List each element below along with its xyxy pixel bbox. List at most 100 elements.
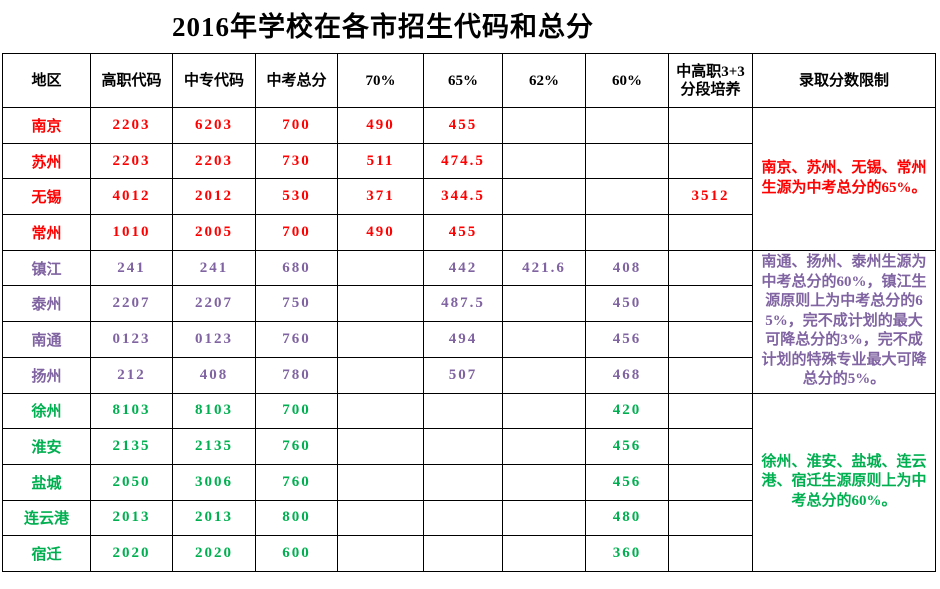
cell-region: 南通 xyxy=(2,321,91,358)
cell-62pct xyxy=(502,178,586,216)
cell-70pct: 490 xyxy=(337,214,424,251)
cell-gaozhi-code: 241 xyxy=(90,249,173,287)
cell-gaozhi-code: 2207 xyxy=(90,285,173,323)
col-header-gaozhi-code: 高职代码 xyxy=(90,53,173,108)
cell-65pct: 507 xyxy=(423,356,503,394)
col-header-62pct: 62% xyxy=(502,53,586,108)
cell-gaozhi-code: 212 xyxy=(90,356,173,394)
cell-62pct: 421.6 xyxy=(502,249,586,287)
cell-62pct xyxy=(502,142,586,180)
cell-exam-total: 700 xyxy=(255,107,338,144)
cell-70pct xyxy=(337,428,424,465)
cell-3plus3 xyxy=(668,214,753,251)
cell-3plus3 xyxy=(668,463,753,501)
cell-60pct: 456 xyxy=(585,428,669,465)
cell-62pct xyxy=(502,392,586,430)
table-row-nantong: 南通 0123 0123 760 494 456 xyxy=(2,321,936,358)
cell-70pct: 511 xyxy=(337,142,424,180)
cell-zhongzhuan-code: 2012 xyxy=(172,178,256,216)
cell-60pct: 408 xyxy=(585,249,669,287)
cell-62pct xyxy=(502,321,586,358)
page-title: 2016年学校在各市招生代码和总分 xyxy=(172,12,594,42)
cell-70pct xyxy=(337,535,424,572)
cell-exam-total: 750 xyxy=(255,285,338,323)
cell-62pct xyxy=(502,107,586,144)
cell-62pct xyxy=(502,428,586,465)
table-row-suqian: 宿迁 2020 2020 600 360 xyxy=(2,535,936,572)
cell-70pct: 371 xyxy=(337,178,424,216)
cell-exam-total: 680 xyxy=(255,249,338,287)
cell-70pct: 490 xyxy=(337,107,424,144)
cell-gaozhi-code: 1010 xyxy=(90,214,173,251)
col-header-3plus3: 中高职3+3分段培养 xyxy=(668,53,753,108)
cell-zhongzhuan-code: 408 xyxy=(172,356,256,394)
cell-3plus3 xyxy=(668,392,753,430)
col-header-zhongzhuan-code: 中专代码 xyxy=(172,53,256,108)
cell-region: 盐城 xyxy=(2,463,91,501)
cell-exam-total: 600 xyxy=(255,535,338,572)
cell-zhongzhuan-code: 6203 xyxy=(172,107,256,144)
cell-65pct: 494 xyxy=(423,321,503,358)
table-row-suzhou: 苏州 2203 2203 730 511 474.5 xyxy=(2,142,936,180)
cell-70pct xyxy=(337,249,424,287)
cell-62pct xyxy=(502,535,586,572)
cell-exam-total: 780 xyxy=(255,356,338,394)
cell-65pct: 474.5 xyxy=(423,142,503,180)
cell-65pct: 455 xyxy=(423,214,503,251)
cell-65pct xyxy=(423,499,503,537)
cell-gaozhi-code: 2203 xyxy=(90,142,173,180)
table-row-nanjing: 南京 2203 6203 700 490 455 南京、苏州、无锡、常州生源为中… xyxy=(2,107,936,251)
table-row-changzhou: 常州 1010 2005 700 490 455 xyxy=(2,214,936,251)
cell-70pct xyxy=(337,499,424,537)
table-row-lianyungang: 连云港 2013 2013 800 480 xyxy=(2,499,936,537)
cell-3plus3 xyxy=(668,428,753,465)
cell-exam-total: 760 xyxy=(255,428,338,465)
cell-3plus3 xyxy=(668,107,753,144)
cell-65pct xyxy=(423,463,503,501)
cell-60pct: 456 xyxy=(585,321,669,358)
cell-zhongzhuan-code: 2207 xyxy=(172,285,256,323)
cell-60pct xyxy=(585,214,669,251)
cell-region: 连云港 xyxy=(2,499,91,537)
cell-3plus3 xyxy=(668,499,753,537)
cell-exam-total: 760 xyxy=(255,321,338,358)
cell-62pct xyxy=(502,499,586,537)
cell-region: 淮安 xyxy=(2,428,91,465)
cell-region: 镇江 xyxy=(2,249,91,287)
cell-70pct xyxy=(337,285,424,323)
cell-60pct: 480 xyxy=(585,499,669,537)
cell-3plus3 xyxy=(668,142,753,180)
cell-gaozhi-code: 2013 xyxy=(90,499,173,537)
cell-60pct: 360 xyxy=(585,535,669,572)
cell-gaozhi-code: 0123 xyxy=(90,321,173,358)
cell-70pct xyxy=(337,463,424,501)
cell-3plus3 xyxy=(668,356,753,394)
cell-3plus3 xyxy=(668,321,753,358)
cell-region: 宿迁 xyxy=(2,535,91,572)
cell-gaozhi-code: 8103 xyxy=(90,392,173,430)
cell-gaozhi-code: 2050 xyxy=(90,463,173,501)
col-header-exam-total: 中考总分 xyxy=(255,53,338,108)
cell-70pct xyxy=(337,392,424,430)
cell-60pct: 420 xyxy=(585,392,669,430)
cell-65pct: 487.5 xyxy=(423,285,503,323)
cell-zhongzhuan-code: 0123 xyxy=(172,321,256,358)
cell-60pct xyxy=(585,107,669,144)
cell-gaozhi-code: 4012 xyxy=(90,178,173,216)
cell-region: 扬州 xyxy=(2,356,91,394)
cell-region: 徐州 xyxy=(2,392,91,430)
cell-region: 泰州 xyxy=(2,285,91,323)
cell-exam-total: 700 xyxy=(255,214,338,251)
table-row-zhenjiang: 镇江 241 241 680 442 421.6 408 南通、扬州、泰州生源为… xyxy=(2,249,936,394)
cell-62pct xyxy=(502,214,586,251)
cell-65pct xyxy=(423,392,503,430)
cell-exam-total: 700 xyxy=(255,392,338,430)
cell-zhongzhuan-code: 241 xyxy=(172,249,256,287)
cell-60pct: 468 xyxy=(585,356,669,394)
note-red-group: 南京、苏州、无锡、常州生源为中考总分的65%。 xyxy=(752,107,936,251)
cell-exam-total: 800 xyxy=(255,499,338,537)
col-header-score-limit: 录取分数限制 xyxy=(752,53,936,108)
note-green-group: 徐州、淮安、盐城、连云港、宿迁生源原则上为中考总分的60%。 xyxy=(752,392,936,572)
col-header-70pct: 70% xyxy=(337,53,424,108)
cell-65pct xyxy=(423,535,503,572)
